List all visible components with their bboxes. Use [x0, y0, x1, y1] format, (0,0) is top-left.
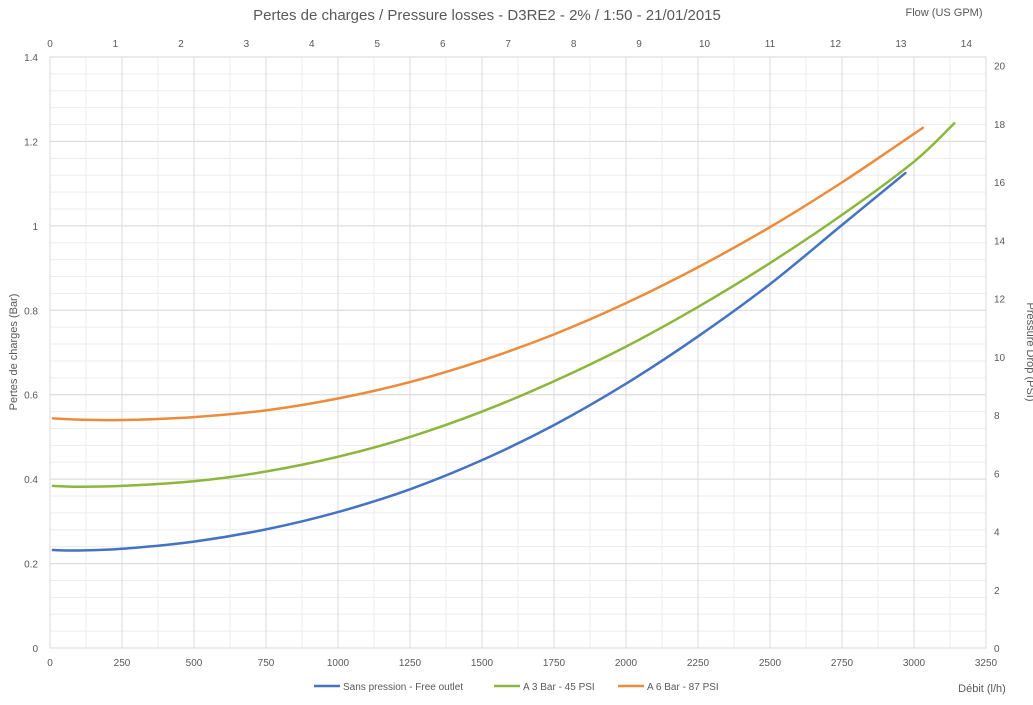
y2-tick-label: 4: [994, 528, 1000, 539]
y2-tick-label: 12: [994, 295, 1006, 306]
x2-tick-label: 12: [830, 39, 842, 50]
legend: Sans pression - Free outlet A 3 Bar - 45…: [314, 682, 719, 693]
y2-tick-label: 2: [994, 586, 1000, 597]
legend-item-free-outlet: Sans pression - Free outlet: [314, 682, 463, 693]
x-tick-label: 750: [258, 658, 275, 669]
x2-tick-label: 0: [47, 39, 53, 50]
y2-tick-label: 8: [994, 411, 1000, 422]
y-tick-label: 0.2: [24, 560, 38, 571]
x-tick-label: 0: [47, 658, 53, 669]
grid: [49, 56, 987, 649]
x-tick-label: 1250: [399, 658, 422, 669]
y-tick-label: 0: [32, 644, 38, 655]
x2-tick-label: 14: [961, 39, 973, 50]
y-tick-label: 1.2: [24, 137, 38, 148]
x-tick-label: 1750: [543, 658, 566, 669]
x2-tick-label: 9: [636, 39, 642, 50]
x2-tick-label: 5: [374, 39, 380, 50]
y-tick-label: 0.6: [24, 391, 38, 402]
chart-title: Pertes de charges / Pressure losses - D3…: [253, 7, 721, 24]
series-lines: [51, 122, 956, 552]
x-tick-label: 2750: [831, 658, 854, 669]
series-line-1: [51, 122, 956, 488]
x-tick-label: 1000: [327, 658, 350, 669]
x2-tick-label: 4: [309, 39, 315, 50]
y2-tick-label: 18: [994, 120, 1006, 131]
y-tick-label: 0.8: [24, 306, 38, 317]
legend-label-6-bar: A 6 Bar - 87 PSI: [647, 682, 719, 693]
legend-label-free-outlet: Sans pression - Free outlet: [343, 682, 463, 693]
x2-tick-label: 6: [440, 39, 446, 50]
legend-item-3-bar: A 3 Bar - 45 PSI: [494, 682, 595, 693]
x-tick-label: 3250: [975, 658, 998, 669]
y2-tick-label: 14: [994, 236, 1006, 247]
y-tick-label: 1.4: [24, 53, 38, 64]
x2-tick-label: 11: [765, 39, 776, 50]
y2-tick-label: 10: [994, 353, 1006, 364]
x2-axis-title: Flow (US GPM): [906, 7, 983, 19]
x2-tick-label: 1: [113, 39, 119, 50]
x2-tick-label: 2: [178, 39, 184, 50]
legend-item-6-bar: A 6 Bar - 87 PSI: [618, 682, 719, 693]
x-tick-label: 3000: [903, 658, 926, 669]
series-line-0: [51, 171, 907, 552]
x-tick-label: 500: [186, 658, 203, 669]
y-tick-label: 1: [32, 222, 38, 233]
series-line-2: [51, 126, 925, 422]
x2-tick-label: 3: [244, 39, 250, 50]
y2-axis-title: Pressure Drop (PSI): [1024, 302, 1033, 401]
y2-tick-label: 6: [994, 469, 1000, 480]
x2-tick-label: 10: [699, 39, 711, 50]
y2-tick-label: 0: [994, 644, 1000, 655]
x-tick-label: 2000: [615, 658, 638, 669]
x2-tick-label: 7: [505, 39, 511, 50]
x-tick-label: 2250: [687, 658, 710, 669]
x-tick-label: 1500: [471, 658, 494, 669]
legend-label-3-bar: A 3 Bar - 45 PSI: [523, 682, 595, 693]
x2-tick-label: 13: [895, 39, 907, 50]
plot-area-border: [49, 56, 987, 649]
x-tick-label: 250: [114, 658, 131, 669]
x-tick-label: 2500: [759, 658, 782, 669]
y-tick-label: 0.4: [24, 475, 38, 486]
x2-tick-label: 8: [571, 39, 577, 50]
x-axis-title: Débit (l/h): [958, 683, 1006, 695]
y2-tick-label: 16: [994, 178, 1006, 189]
y2-tick-label: 20: [994, 62, 1006, 73]
y-axis-title: Pertes de charges (Bar): [8, 294, 20, 411]
axis-ticks: 0 250 500 750 1000 1250 1500 1750 2000 2250 2500 27…: [24, 39, 1005, 669]
